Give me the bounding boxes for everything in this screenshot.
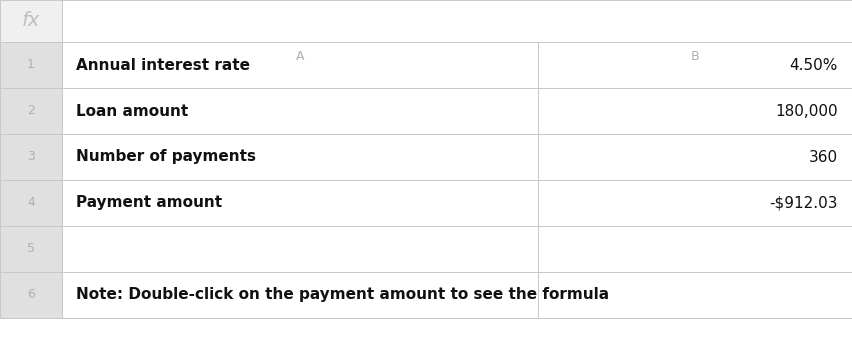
Bar (538, 134, 852, 180)
Text: -$912.03: -$912.03 (769, 196, 838, 210)
Bar (538, 42, 852, 88)
Bar (0, 88, 62, 134)
Text: 1: 1 (27, 58, 35, 71)
Bar (538, 88, 852, 134)
Bar (62, 42, 538, 88)
Bar (62, 134, 538, 180)
Bar (0, 180, 62, 226)
Text: Loan amount: Loan amount (76, 104, 188, 119)
Bar (538, 272, 852, 318)
Text: fx: fx (22, 12, 40, 30)
Bar (0, 272, 62, 318)
Bar (538, 42, 852, 70)
Text: 6: 6 (27, 288, 35, 301)
Bar (0, 134, 62, 180)
Bar (62, 272, 538, 318)
Text: Note: Double-click on the payment amount to see the formula: Note: Double-click on the payment amount… (76, 287, 609, 302)
Text: 4: 4 (27, 196, 35, 210)
Bar (62, 180, 538, 226)
Bar (62, 0, 852, 42)
Text: 3: 3 (27, 150, 35, 163)
Bar (62, 226, 538, 272)
Bar (0, 0, 62, 42)
Bar (62, 42, 538, 70)
Bar (0, 42, 62, 70)
Bar (0, 42, 62, 88)
Text: Annual interest rate: Annual interest rate (76, 57, 250, 72)
Text: 4.50%: 4.50% (790, 57, 838, 72)
Text: Payment amount: Payment amount (76, 196, 222, 210)
Text: 2: 2 (27, 105, 35, 118)
Text: 360: 360 (809, 149, 838, 164)
Bar (0, 226, 62, 272)
Bar (538, 180, 852, 226)
Text: B: B (691, 49, 699, 63)
Text: 180,000: 180,000 (775, 104, 838, 119)
Text: 5: 5 (27, 243, 35, 256)
Text: A: A (296, 49, 304, 63)
Bar (62, 88, 538, 134)
Text: Number of payments: Number of payments (76, 149, 256, 164)
Bar (538, 226, 852, 272)
